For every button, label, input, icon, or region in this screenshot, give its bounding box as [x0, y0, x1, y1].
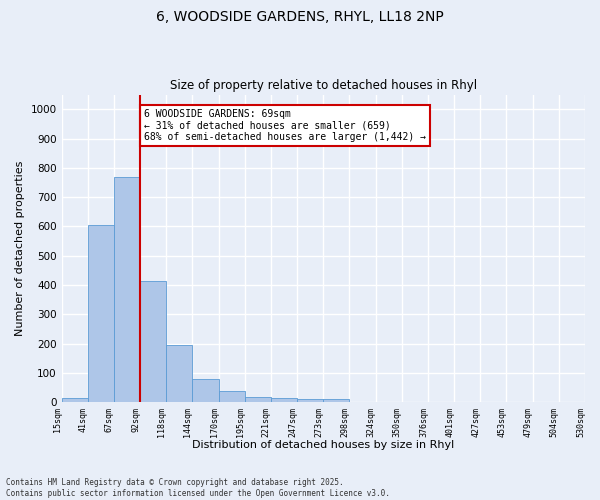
- Bar: [271, 398, 297, 402]
- Bar: [218, 391, 245, 402]
- Bar: [140, 280, 166, 402]
- Bar: [193, 380, 218, 402]
- Bar: [323, 398, 349, 402]
- Text: 6, WOODSIDE GARDENS, RHYL, LL18 2NP: 6, WOODSIDE GARDENS, RHYL, LL18 2NP: [156, 10, 444, 24]
- Title: Size of property relative to detached houses in Rhyl: Size of property relative to detached ho…: [170, 79, 477, 92]
- Bar: [62, 398, 88, 402]
- Y-axis label: Number of detached properties: Number of detached properties: [15, 161, 25, 336]
- Bar: [297, 398, 323, 402]
- Text: Contains HM Land Registry data © Crown copyright and database right 2025.
Contai: Contains HM Land Registry data © Crown c…: [6, 478, 390, 498]
- Text: 6 WOODSIDE GARDENS: 69sqm
← 31% of detached houses are smaller (659)
68% of semi: 6 WOODSIDE GARDENS: 69sqm ← 31% of detac…: [144, 109, 426, 142]
- Bar: [114, 176, 140, 402]
- Bar: [245, 397, 271, 402]
- Bar: [166, 345, 193, 403]
- Bar: [88, 225, 114, 402]
- X-axis label: Distribution of detached houses by size in Rhyl: Distribution of detached houses by size …: [192, 440, 454, 450]
